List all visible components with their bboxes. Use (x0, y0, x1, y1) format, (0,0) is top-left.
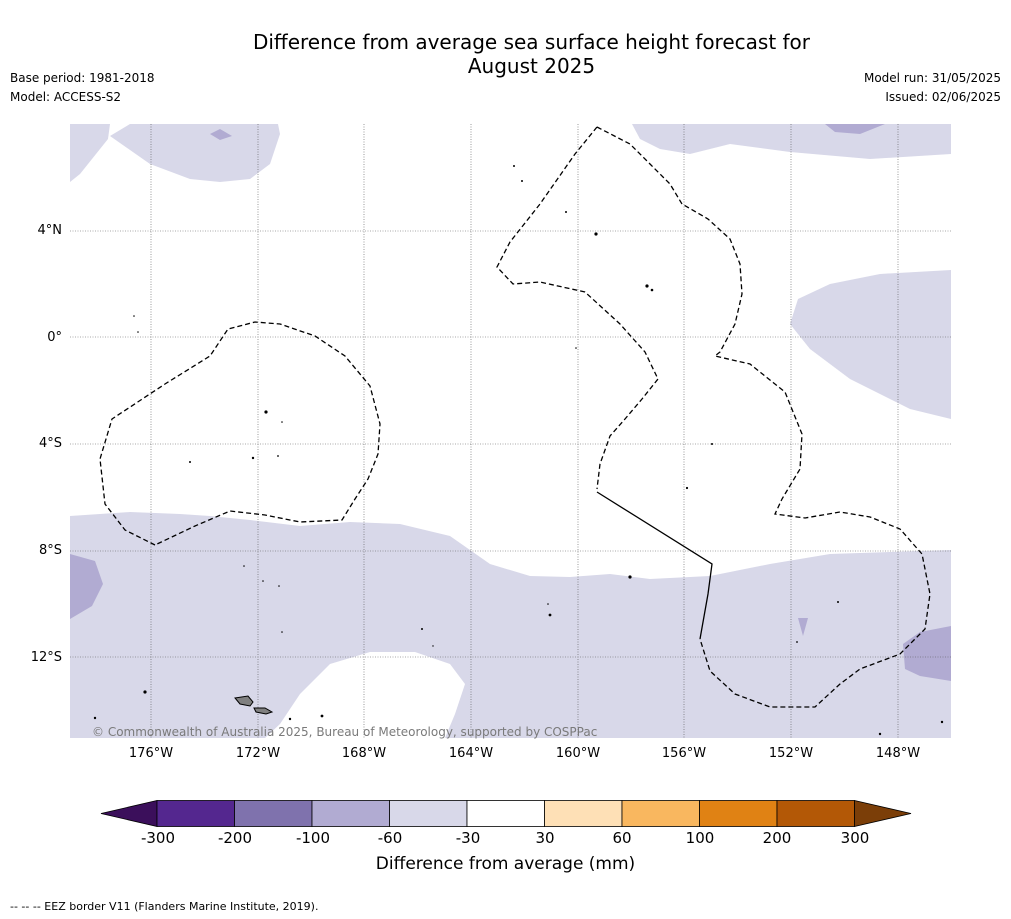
cb-tick-300: 300 (840, 829, 870, 847)
lon-label-152w: 152°W (768, 746, 814, 761)
base-period: Base period: 1981-2018 (10, 71, 155, 85)
colorbar (100, 799, 912, 828)
eez-borders (99, 126, 931, 708)
colorbar-extend-high (854, 799, 912, 828)
anomaly-region-south (70, 512, 951, 738)
colorbar-segment (544, 800, 623, 827)
cb-tick-minus30: -30 (455, 829, 481, 847)
cb-tick-200: 200 (762, 829, 792, 847)
lon-label-160w: 160°W (555, 746, 601, 761)
lat-label-0: 0° (47, 330, 62, 345)
colorbar-title: Difference from average (mm) (375, 854, 636, 874)
model-run: Model run: 31/05/2025 (863, 71, 1001, 85)
lon-label-156w: 156°W (661, 746, 707, 761)
model-name: Model: ACCESS-S2 (10, 90, 122, 104)
cb-tick-minus60: -60 (377, 829, 403, 847)
eez-west (99, 321, 381, 546)
anomaly-region-small-north (210, 129, 232, 140)
colorbar-segment (311, 800, 390, 827)
anomaly-region-small-south (798, 618, 808, 636)
lon-label-176w: 176°W (128, 746, 174, 761)
title-line-1: Difference from average sea surface heig… (252, 30, 811, 54)
title-line-2: August 2025 (467, 54, 596, 78)
meta-right: Model run: 31/05/2025 Issued: 02/06/2025 (864, 69, 1001, 107)
lon-label-168w: 168°W (341, 746, 387, 761)
issued-date: Issued: 02/06/2025 (885, 90, 1001, 104)
lat-label-12s: 12°S (30, 650, 62, 665)
eez-north-island (496, 126, 659, 490)
cb-tick-100: 100 (685, 829, 715, 847)
colorbar-segment (621, 800, 700, 827)
cb-tick-minus100: -100 (295, 829, 331, 847)
samoa-island-east (253, 707, 274, 715)
anomaly-region-north-center (632, 124, 951, 159)
samoa-island-west (234, 695, 254, 707)
copyright-notice: © Commonwealth of Australia 2025, Bureau… (92, 725, 598, 739)
colorbar-segment (699, 800, 778, 827)
cb-tick-60: 60 (612, 829, 632, 847)
lon-label-164w: 164°W (448, 746, 494, 761)
anomaly-region-southeast-strong (903, 626, 951, 681)
colorbar-segment (466, 800, 545, 827)
atolls (93, 165, 944, 736)
colorbar-extend-low (100, 799, 158, 828)
map-title: Difference from average sea surface heig… (200, 30, 863, 78)
land-masses (234, 695, 274, 715)
eez-solid-boundary (596, 491, 713, 640)
anomaly-region-northwest (70, 124, 280, 182)
cb-tick-30: 30 (535, 829, 555, 847)
lat-label-4s: 4°S (38, 436, 62, 451)
eez-footnote: -- -- -- EEZ border V11 (Flanders Marine… (10, 900, 319, 913)
anomaly-region-northwest-edge (70, 124, 110, 182)
colorbar-segment (389, 800, 468, 827)
anomaly-region-east (790, 270, 951, 419)
colorbar-segment (156, 800, 235, 827)
lon-label-172w: 172°W (235, 746, 281, 761)
map-panel[interactable] (70, 124, 951, 738)
lat-label-8s: 8°S (38, 543, 62, 558)
anomaly-region-northeast-strong (825, 124, 885, 134)
grid-lines (70, 124, 951, 738)
colorbar-segment (234, 800, 313, 827)
anomaly-region-southwest-strong (70, 554, 103, 619)
lon-label-148w: 148°W (875, 746, 921, 761)
lat-label-4n: 4°N (37, 223, 63, 238)
cb-tick-minus300: -300 (140, 829, 176, 847)
map-canvas (70, 124, 951, 738)
meta-left: Base period: 1981-2018 Model: ACCESS-S2 (10, 69, 155, 107)
eez-central (596, 126, 931, 708)
colorbar-segment (776, 800, 855, 827)
cb-tick-minus200: -200 (217, 829, 253, 847)
